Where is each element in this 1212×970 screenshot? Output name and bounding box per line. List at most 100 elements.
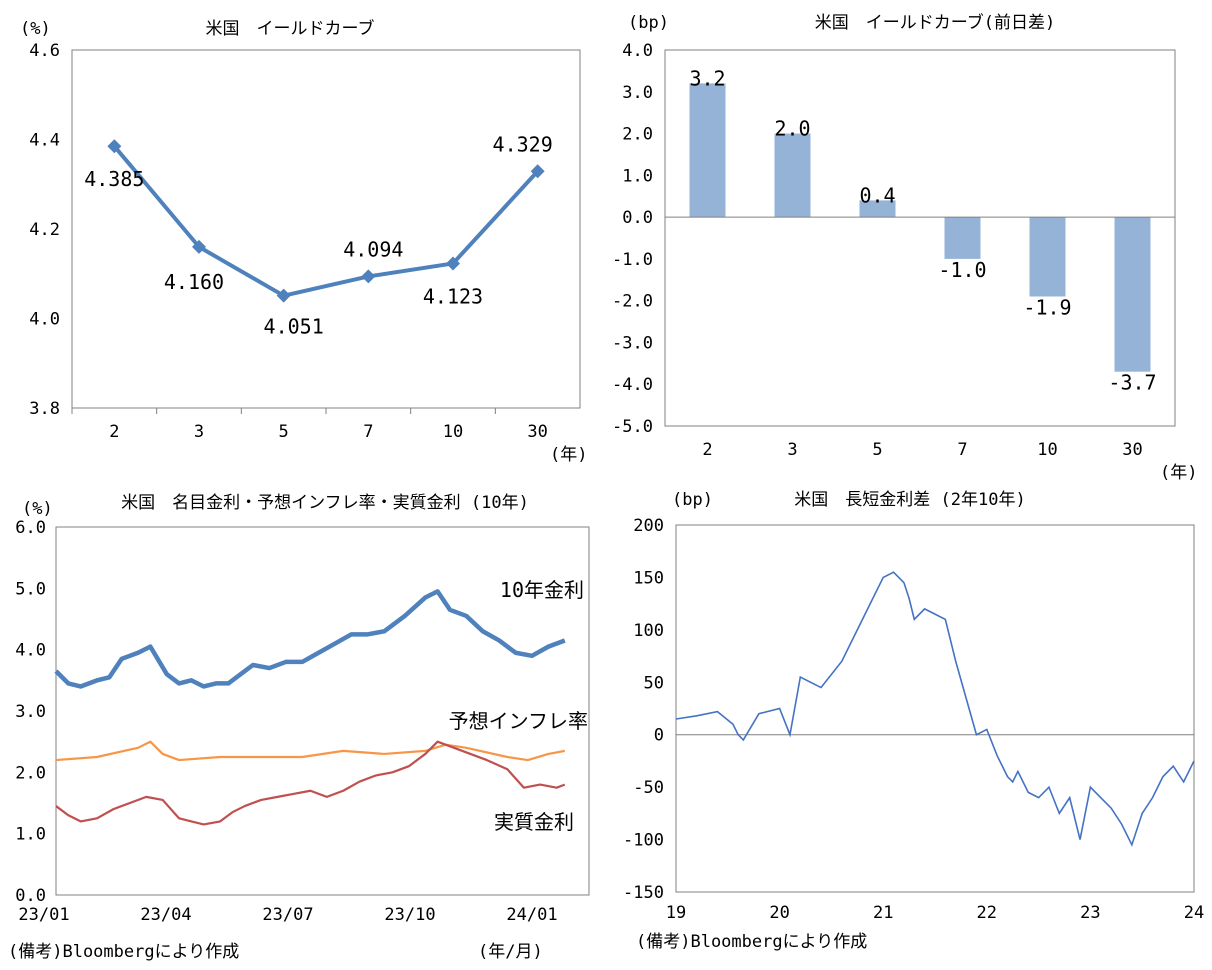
chart4-x-tick-label: 22 <box>977 903 997 923</box>
chart2-data-labels: 3.2 2.0 0.4 -1.0 -1.9 -3.7 <box>689 66 1156 394</box>
chart4-y-tick-label: -150 <box>623 883 664 903</box>
chart3-y-tick-label: 2.0 <box>15 763 46 783</box>
chart1-marker <box>446 256 460 271</box>
chart2-y-tick-label: -2.0 <box>612 292 653 312</box>
chart4-title: 米国 長短金利差 (2年10年) <box>794 490 1025 510</box>
chart4-y-tick-label: -100 <box>623 831 664 851</box>
rates-chart: 米国 名目金利・予想インフレ率・実質金利 (10年) (%) (年/月) 0.0… <box>15 493 590 962</box>
chart3-series-0 <box>54 589 566 689</box>
chart1-y-tick-label: 3.8 <box>29 399 60 419</box>
chart2-bar <box>1114 217 1151 372</box>
chart3-y-tick-label: 0.0 <box>15 886 46 906</box>
chart1-data-label: 4.123 <box>423 284 483 308</box>
chart3-x-tick-label: 23/10 <box>384 905 435 925</box>
chart1-plot-frame <box>71 49 581 409</box>
chart2-data-label: 3.2 <box>689 66 725 90</box>
series-label-10y: 10年金利 <box>500 578 584 602</box>
chart2-bar <box>774 133 811 218</box>
chart2-data-label: 2.0 <box>774 117 810 141</box>
chart1-ylabel: (%) <box>20 19 51 39</box>
chart2-bars <box>689 83 1151 372</box>
chart3-title: 米国 名目金利・予想インフレ率・実質金利 (10年) <box>121 493 529 513</box>
yield-change-chart: 米国 イールドカーブ(前日差) (bp) (年) -5.0 -4.0 -3.0 -2.… <box>612 12 1197 483</box>
chart1-y-tick-label: 4.6 <box>29 41 60 61</box>
chart2-xlabel: (年) <box>1160 463 1197 483</box>
chart3-series-2 <box>55 740 566 826</box>
chart2-bar <box>944 217 981 259</box>
chart2-y-tick-label: 2.0 <box>622 125 653 145</box>
chart4-x-ticks: 19 20 21 22 23 24 <box>666 903 1204 923</box>
chart1-title: 米国 イールドカーブ <box>206 18 375 39</box>
chart3-y-tick-label: 1.0 <box>15 825 46 845</box>
chart2-bar <box>859 200 896 218</box>
chart2-plot-frame <box>664 49 1176 427</box>
footnote-left: (備考)Bloombergにより作成 <box>8 942 239 962</box>
chart4-x-tick-label: 20 <box>769 903 789 923</box>
chart3-y-tick-label: 6.0 <box>15 518 46 538</box>
chart4-y-ticks: -150 -100 -50 0 50 100 150 200 <box>623 516 664 903</box>
chart1-series-line <box>112 144 540 298</box>
chart2-bar <box>1029 217 1066 297</box>
chart1-y-tick-label: 4.4 <box>29 131 60 151</box>
chart3-series-1 <box>55 740 566 762</box>
chart4-y-tick-label: -50 <box>633 778 664 798</box>
chart4-x-tick-label: 19 <box>666 903 686 923</box>
chart2-y-tick-label: -1.0 <box>612 250 653 270</box>
chart2-title: 米国 イールドカーブ(前日差) <box>815 12 1055 33</box>
chart2-y-tick-label: -5.0 <box>612 417 653 437</box>
chart2-data-label: -1.9 <box>1023 295 1071 319</box>
chart4-y-tick-label: 50 <box>644 673 664 693</box>
chart2-y-tick-label: 1.0 <box>622 166 653 186</box>
chart1-data-label: 4.160 <box>164 270 224 294</box>
chart1-data-label: 4.385 <box>84 167 144 191</box>
chart2-x-ticks: 2 3 5 7 10 30 <box>702 440 1142 460</box>
chart2-data-label: -3.7 <box>1108 371 1156 395</box>
chart3-ylabel: (%) <box>22 499 53 519</box>
chart2-x-tick-label: 3 <box>787 440 797 460</box>
chart2-x-tick-label: 2 <box>702 440 712 460</box>
chart2-x-tick-label: 7 <box>957 440 967 460</box>
chart4-ylabel: (bp) <box>672 490 713 510</box>
footnote-right: (備考)Bloombergにより作成 <box>636 932 867 952</box>
chart1-marker <box>107 139 122 154</box>
chart3-y-tick-label: 4.0 <box>15 641 46 661</box>
chart4-x-tick-label: 21 <box>873 903 893 923</box>
chart1-x-tick-label: 2 <box>109 422 119 442</box>
chart2-x-tick-label: 30 <box>1122 440 1142 460</box>
chart3-y-tick-label: 5.0 <box>15 579 46 599</box>
chart1-y-tick-label: 4.0 <box>29 310 60 330</box>
chart3-xlabel: (年/月) <box>478 942 543 962</box>
chart3-x-tick-label: 23/01 <box>18 905 69 925</box>
chart2-y-tick-label: 0.0 <box>622 208 653 228</box>
chart2-data-label: -1.0 <box>938 258 986 282</box>
chart1-x-tick-label: 5 <box>279 422 289 442</box>
chart1-marker <box>276 288 291 303</box>
chart4-series-line <box>675 571 1195 847</box>
chart3-y-tick-label: 3.0 <box>15 702 46 722</box>
chart1-markers <box>107 139 545 303</box>
chart4-y-tick-label: 150 <box>633 568 664 588</box>
spread-chart: 米国 長短金利差 (2年10年) (bp) -150 -100 -50 0 50 100 1… <box>623 490 1204 923</box>
series-label-bei: 予想インフレ率 <box>449 709 588 733</box>
chart1-marker <box>192 239 206 254</box>
chart3-x-tick-label: 23/04 <box>140 905 191 925</box>
chart2-y-tick-label: -4.0 <box>612 375 653 395</box>
chart4-plot-frame <box>675 524 1195 893</box>
chart2-x-tick-label: 5 <box>872 440 882 460</box>
yield-curve-chart: 米国 イールドカーブ (%) (年) 3.8 4.0 4.2 4.4 4.6 2 3 5 7 1… <box>20 18 587 465</box>
chart1-y-tick-label: 4.2 <box>29 220 60 240</box>
chart2-y-tick-label: 4.0 <box>622 41 653 61</box>
chart3-x-tick-label: 23/07 <box>262 905 313 925</box>
chart2-y-ticks: -5.0 -4.0 -3.0 -2.0 -1.0 0.0 1.0 2.0 3.0 4.0 <box>612 41 653 437</box>
chart4-x-tick-label: 24 <box>1184 903 1204 923</box>
chart2-y-tick-label: 3.0 <box>622 83 653 103</box>
chart2-x-tick-label: 10 <box>1037 440 1057 460</box>
chart1-data-label: 4.051 <box>264 315 324 339</box>
chart3-plot-frame <box>55 526 590 896</box>
chart1-marker <box>530 164 545 179</box>
chart4-y-tick-label: 0 <box>654 726 664 746</box>
chart1-x-ticks: 2 3 5 7 10 30 <box>71 408 548 442</box>
chart1-marker <box>361 269 376 284</box>
chart1-x-tick-label: 3 <box>194 422 204 442</box>
